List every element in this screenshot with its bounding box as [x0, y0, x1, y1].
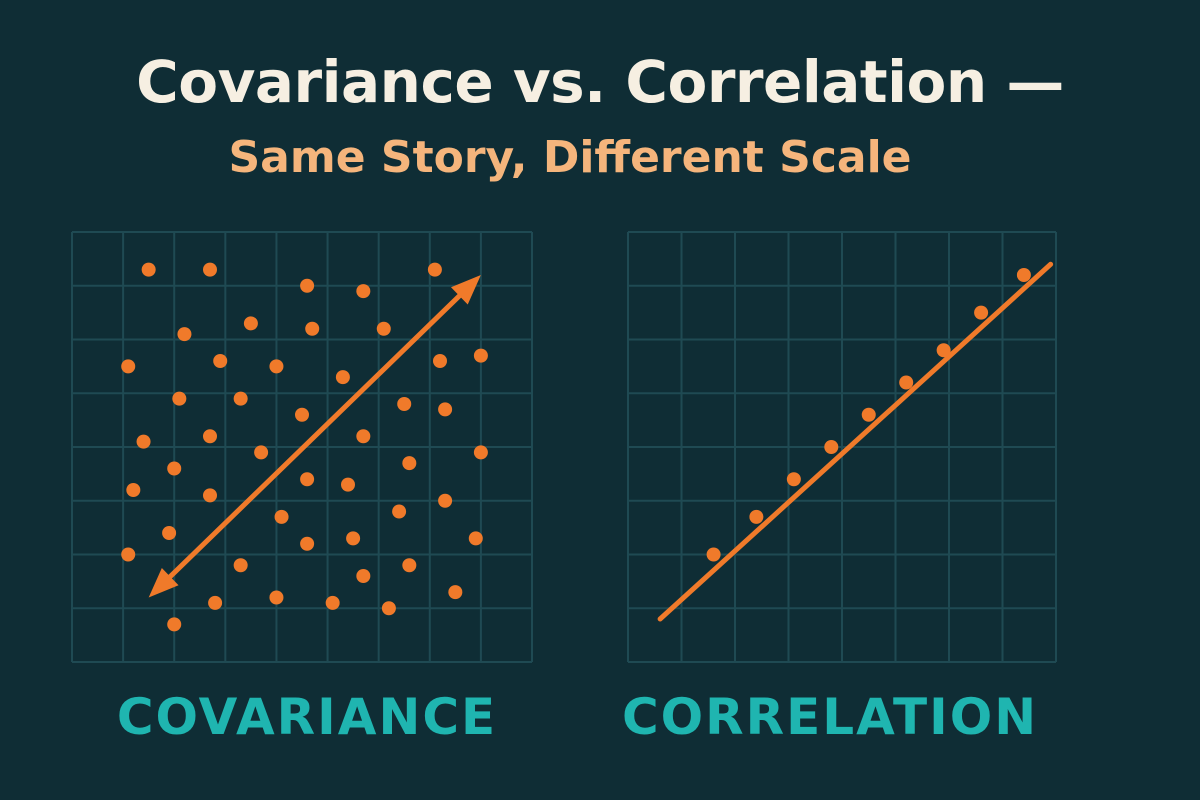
covariance-point	[473, 445, 488, 460]
covariance-point	[300, 536, 315, 551]
covariance-point	[356, 284, 371, 299]
chart-title: Covariance vs. Correlation —	[136, 48, 1064, 116]
covariance-point	[136, 434, 151, 449]
correlation-label: CORRELATION	[621, 688, 1039, 746]
covariance-point	[427, 262, 442, 277]
covariance-point	[397, 397, 412, 411]
covariance-label: COVARIANCE	[116, 688, 498, 746]
covariance-point	[300, 472, 315, 487]
covariance-point	[381, 601, 396, 616]
correlation-trendline-layer	[657, 261, 1054, 622]
covariance-arrow-head-end	[451, 275, 481, 305]
covariance-point	[346, 531, 361, 546]
covariance-point	[295, 407, 309, 422]
covariance-point	[172, 391, 187, 406]
correlation-point	[974, 305, 989, 320]
covariance-arrow-layer	[148, 275, 481, 598]
covariance-point	[269, 590, 284, 605]
covariance-points	[121, 262, 488, 632]
correlation-point	[786, 472, 801, 487]
covariance-point	[468, 531, 483, 546]
covariance-point	[448, 585, 463, 600]
correlation-chart	[627, 231, 1057, 663]
covariance-point	[208, 595, 223, 610]
correlation-point	[936, 343, 951, 358]
covariance-point	[473, 348, 488, 363]
covariance-arrow-head-start	[148, 567, 179, 598]
correlation-point	[899, 375, 914, 390]
covariance-point	[177, 327, 192, 342]
covariance-point	[233, 391, 248, 406]
covariance-point	[213, 354, 228, 368]
correlation-point	[824, 440, 839, 454]
covariance-point	[269, 359, 284, 374]
covariance-point	[243, 316, 258, 331]
covariance-point	[335, 370, 350, 385]
covariance-point	[325, 595, 340, 610]
correlation-point	[706, 547, 721, 562]
correlation-point	[1016, 268, 1031, 282]
covariance-point	[121, 359, 136, 374]
covariance-point	[167, 617, 182, 632]
covariance-point	[433, 354, 447, 368]
correlation-point	[861, 407, 876, 422]
covariance-point	[233, 558, 248, 573]
covariance-point	[402, 558, 417, 573]
correlation-point	[749, 509, 764, 524]
covariance-point	[341, 477, 355, 492]
covariance-point	[305, 321, 320, 336]
covariance-point	[438, 402, 453, 417]
covariance-point	[300, 278, 315, 293]
covariance-point	[402, 456, 417, 471]
correlation-points	[706, 268, 1031, 562]
covariance-point	[141, 262, 156, 277]
covariance-point	[438, 493, 453, 508]
chart-subtitle: Same Story, Different Scale	[228, 132, 912, 183]
covariance-point	[203, 429, 217, 444]
covariance-point	[356, 569, 371, 583]
covariance-point	[356, 429, 371, 444]
covariance-chart	[71, 231, 533, 663]
covariance-point	[167, 461, 182, 476]
covariance-point	[203, 262, 217, 277]
covariance-point	[126, 483, 141, 497]
covariance-point	[254, 445, 269, 460]
covariance-point	[376, 321, 391, 336]
correlation-grid	[627, 231, 1057, 663]
covariance-point	[392, 504, 407, 519]
covariance-point	[203, 488, 217, 503]
covariance-arrow-shaft	[161, 287, 468, 585]
covariance-point	[274, 509, 289, 524]
covariance-point	[162, 526, 177, 540]
covariance-point	[121, 547, 136, 562]
correlation-trendline	[657, 261, 1054, 622]
